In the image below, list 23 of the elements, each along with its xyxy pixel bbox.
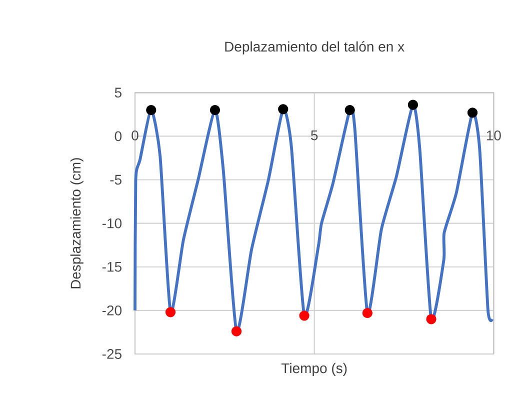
point: [165, 307, 176, 318]
y-axis-title: Desplazamiento (cm): [70, 158, 84, 288]
point: [426, 314, 436, 324]
point: [467, 108, 478, 118]
y-tick-label: -10: [102, 218, 122, 228]
point: [344, 105, 355, 116]
point: [278, 104, 288, 114]
point: [231, 326, 242, 336]
point: [362, 308, 372, 318]
x-axis-title: Tiempo (s): [281, 362, 347, 376]
point: [299, 310, 310, 321]
x-tick-label: 0: [132, 130, 138, 140]
chart-title: Deplazamiento del talón en x: [225, 41, 404, 54]
y-tick-label: 5: [114, 88, 122, 98]
y-tick-label: -20: [102, 305, 122, 316]
y-tick-label: -5: [110, 174, 122, 185]
point: [408, 100, 418, 110]
y-tick-label: -25: [102, 349, 122, 359]
x-tick-label: 5: [311, 130, 318, 140]
point: [210, 105, 220, 116]
x-tick-label: 10: [486, 130, 501, 140]
y-tick-label: -15: [102, 262, 122, 272]
point: [146, 105, 156, 116]
